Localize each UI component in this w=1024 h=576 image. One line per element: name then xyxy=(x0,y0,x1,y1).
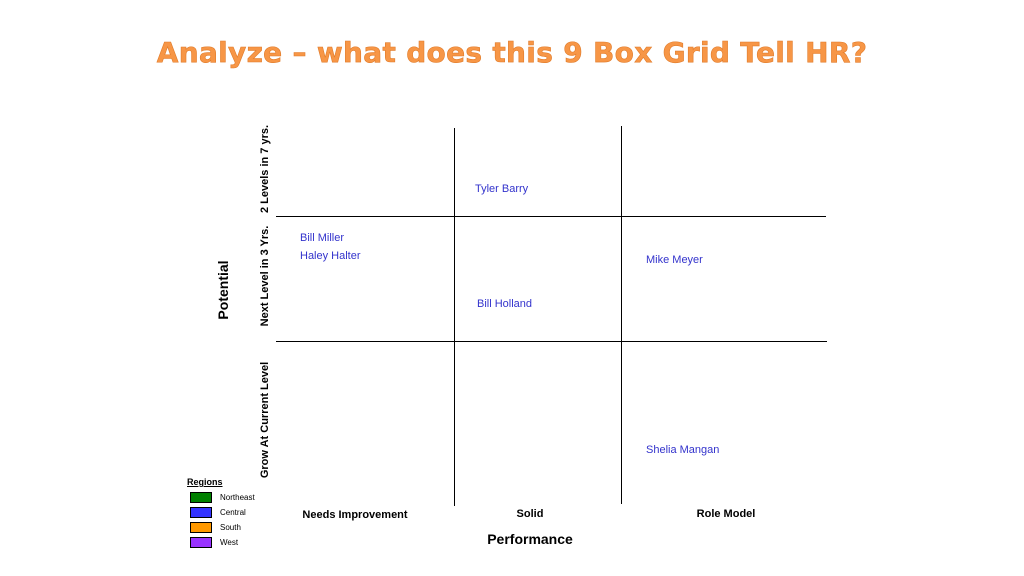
employee-name: Bill Holland xyxy=(477,298,533,310)
legend-label: South xyxy=(220,523,241,532)
grid-line-horizontal-1 xyxy=(276,216,826,217)
legend-item: Central xyxy=(187,505,255,520)
legend-label: Northeast xyxy=(220,493,255,502)
legend-label: West xyxy=(220,538,239,547)
legend-swatch xyxy=(190,522,212,533)
legend-title: Regions xyxy=(187,477,223,487)
legend-item: South xyxy=(187,520,255,535)
employee-name: Mike Meyer xyxy=(646,254,703,266)
grid-line-horizontal-2 xyxy=(276,341,827,342)
employee-name: Bill Miller xyxy=(300,232,344,244)
x-axis-title: Performance xyxy=(487,531,573,547)
grid-line-vertical-2 xyxy=(621,126,622,504)
employee-name: Tyler Barry xyxy=(475,183,529,195)
legend-item: West xyxy=(187,535,255,550)
employee-name: Shelia Mangan xyxy=(646,444,720,456)
x-level-label-center: Solid xyxy=(516,508,544,520)
y-axis-title: Potential xyxy=(215,260,231,320)
y-level-label-high: 2 Levels in 7 yrs. xyxy=(259,124,271,214)
legend-swatch xyxy=(190,537,212,548)
page-title: Analyze – what does this 9 Box Grid Tell… xyxy=(156,36,868,70)
employee-name: Haley Halter xyxy=(300,250,361,262)
x-level-label-right: Role Model xyxy=(696,508,756,520)
legend-label: Central xyxy=(220,508,246,517)
grid-line-vertical-1 xyxy=(454,128,455,506)
y-level-label-mid: Next Level in 3 Yrs. xyxy=(259,225,271,327)
legend-swatch xyxy=(190,492,212,503)
legend-swatch xyxy=(190,507,212,518)
regions-legend: Regions Northeast Central South West xyxy=(187,477,255,550)
legend-item: Northeast xyxy=(187,490,255,505)
y-level-label-low: Grow At Current Level xyxy=(259,361,271,479)
x-level-label-left: Needs Improvement xyxy=(302,509,408,521)
